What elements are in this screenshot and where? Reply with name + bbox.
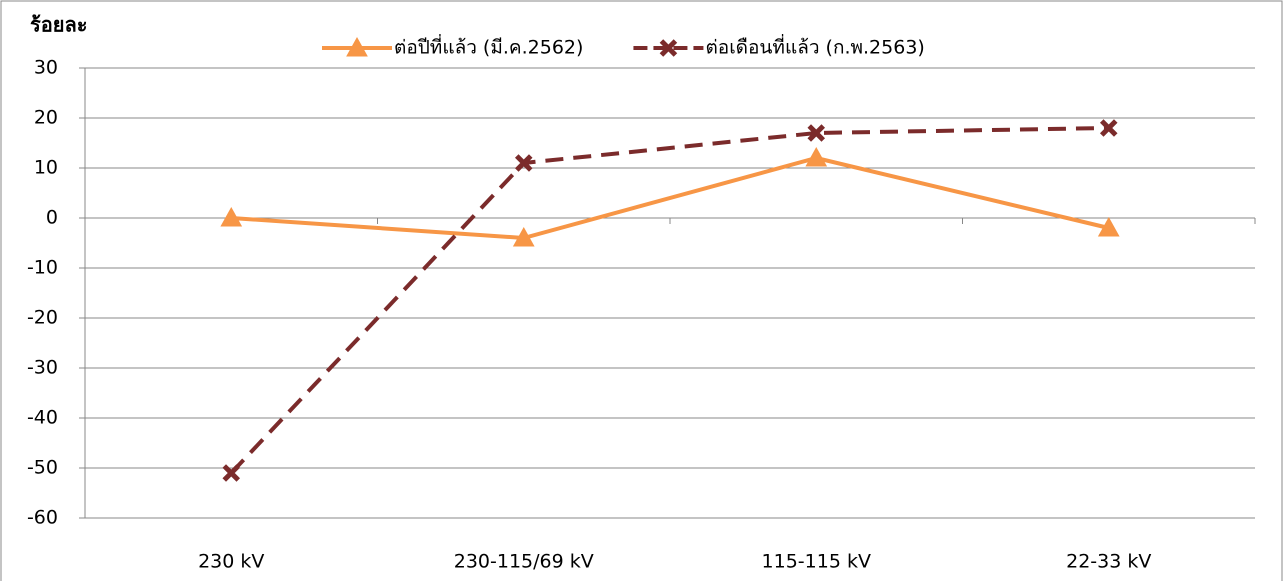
- y-tick-label: 10: [34, 157, 58, 179]
- y-tick-label: -20: [27, 307, 58, 329]
- x-tick-label: 115-115 kV: [762, 551, 871, 573]
- legend-label: ต่อปีที่แล้ว (มี.ค.2562): [394, 34, 583, 59]
- legend-label: ต่อเดือนที่แล้ว (ก.พ.2563): [705, 34, 924, 59]
- y-tick-label: -30: [27, 357, 58, 379]
- y-tick-label: 20: [34, 107, 58, 129]
- y-axis-label: ร้อยละ: [30, 13, 87, 37]
- series-line: [229, 126, 1109, 475]
- data-point: [805, 146, 828, 167]
- legend-marker: [346, 36, 368, 57]
- data-point: [1099, 119, 1118, 137]
- data-point: [807, 124, 826, 142]
- data-point: [512, 226, 535, 247]
- y-tick-label: -10: [27, 257, 58, 279]
- y-tick-label: 30: [34, 57, 58, 79]
- data-point: [514, 154, 533, 172]
- y-tick-label: -60: [27, 507, 58, 529]
- y-tick-label: -50: [27, 457, 58, 479]
- y-tick-label: 0: [46, 207, 58, 229]
- legend-marker: [659, 39, 678, 57]
- y-tick-label: -40: [27, 407, 58, 429]
- series-line: [231, 155, 1110, 241]
- x-tick-label: 22-33 kV: [1066, 551, 1151, 573]
- data-point: [222, 464, 241, 482]
- x-tick-label: 230 kV: [198, 551, 264, 573]
- data-point: [220, 206, 243, 227]
- x-tick-label: 230-115/69 kV: [454, 551, 594, 573]
- data-point: [1097, 216, 1120, 237]
